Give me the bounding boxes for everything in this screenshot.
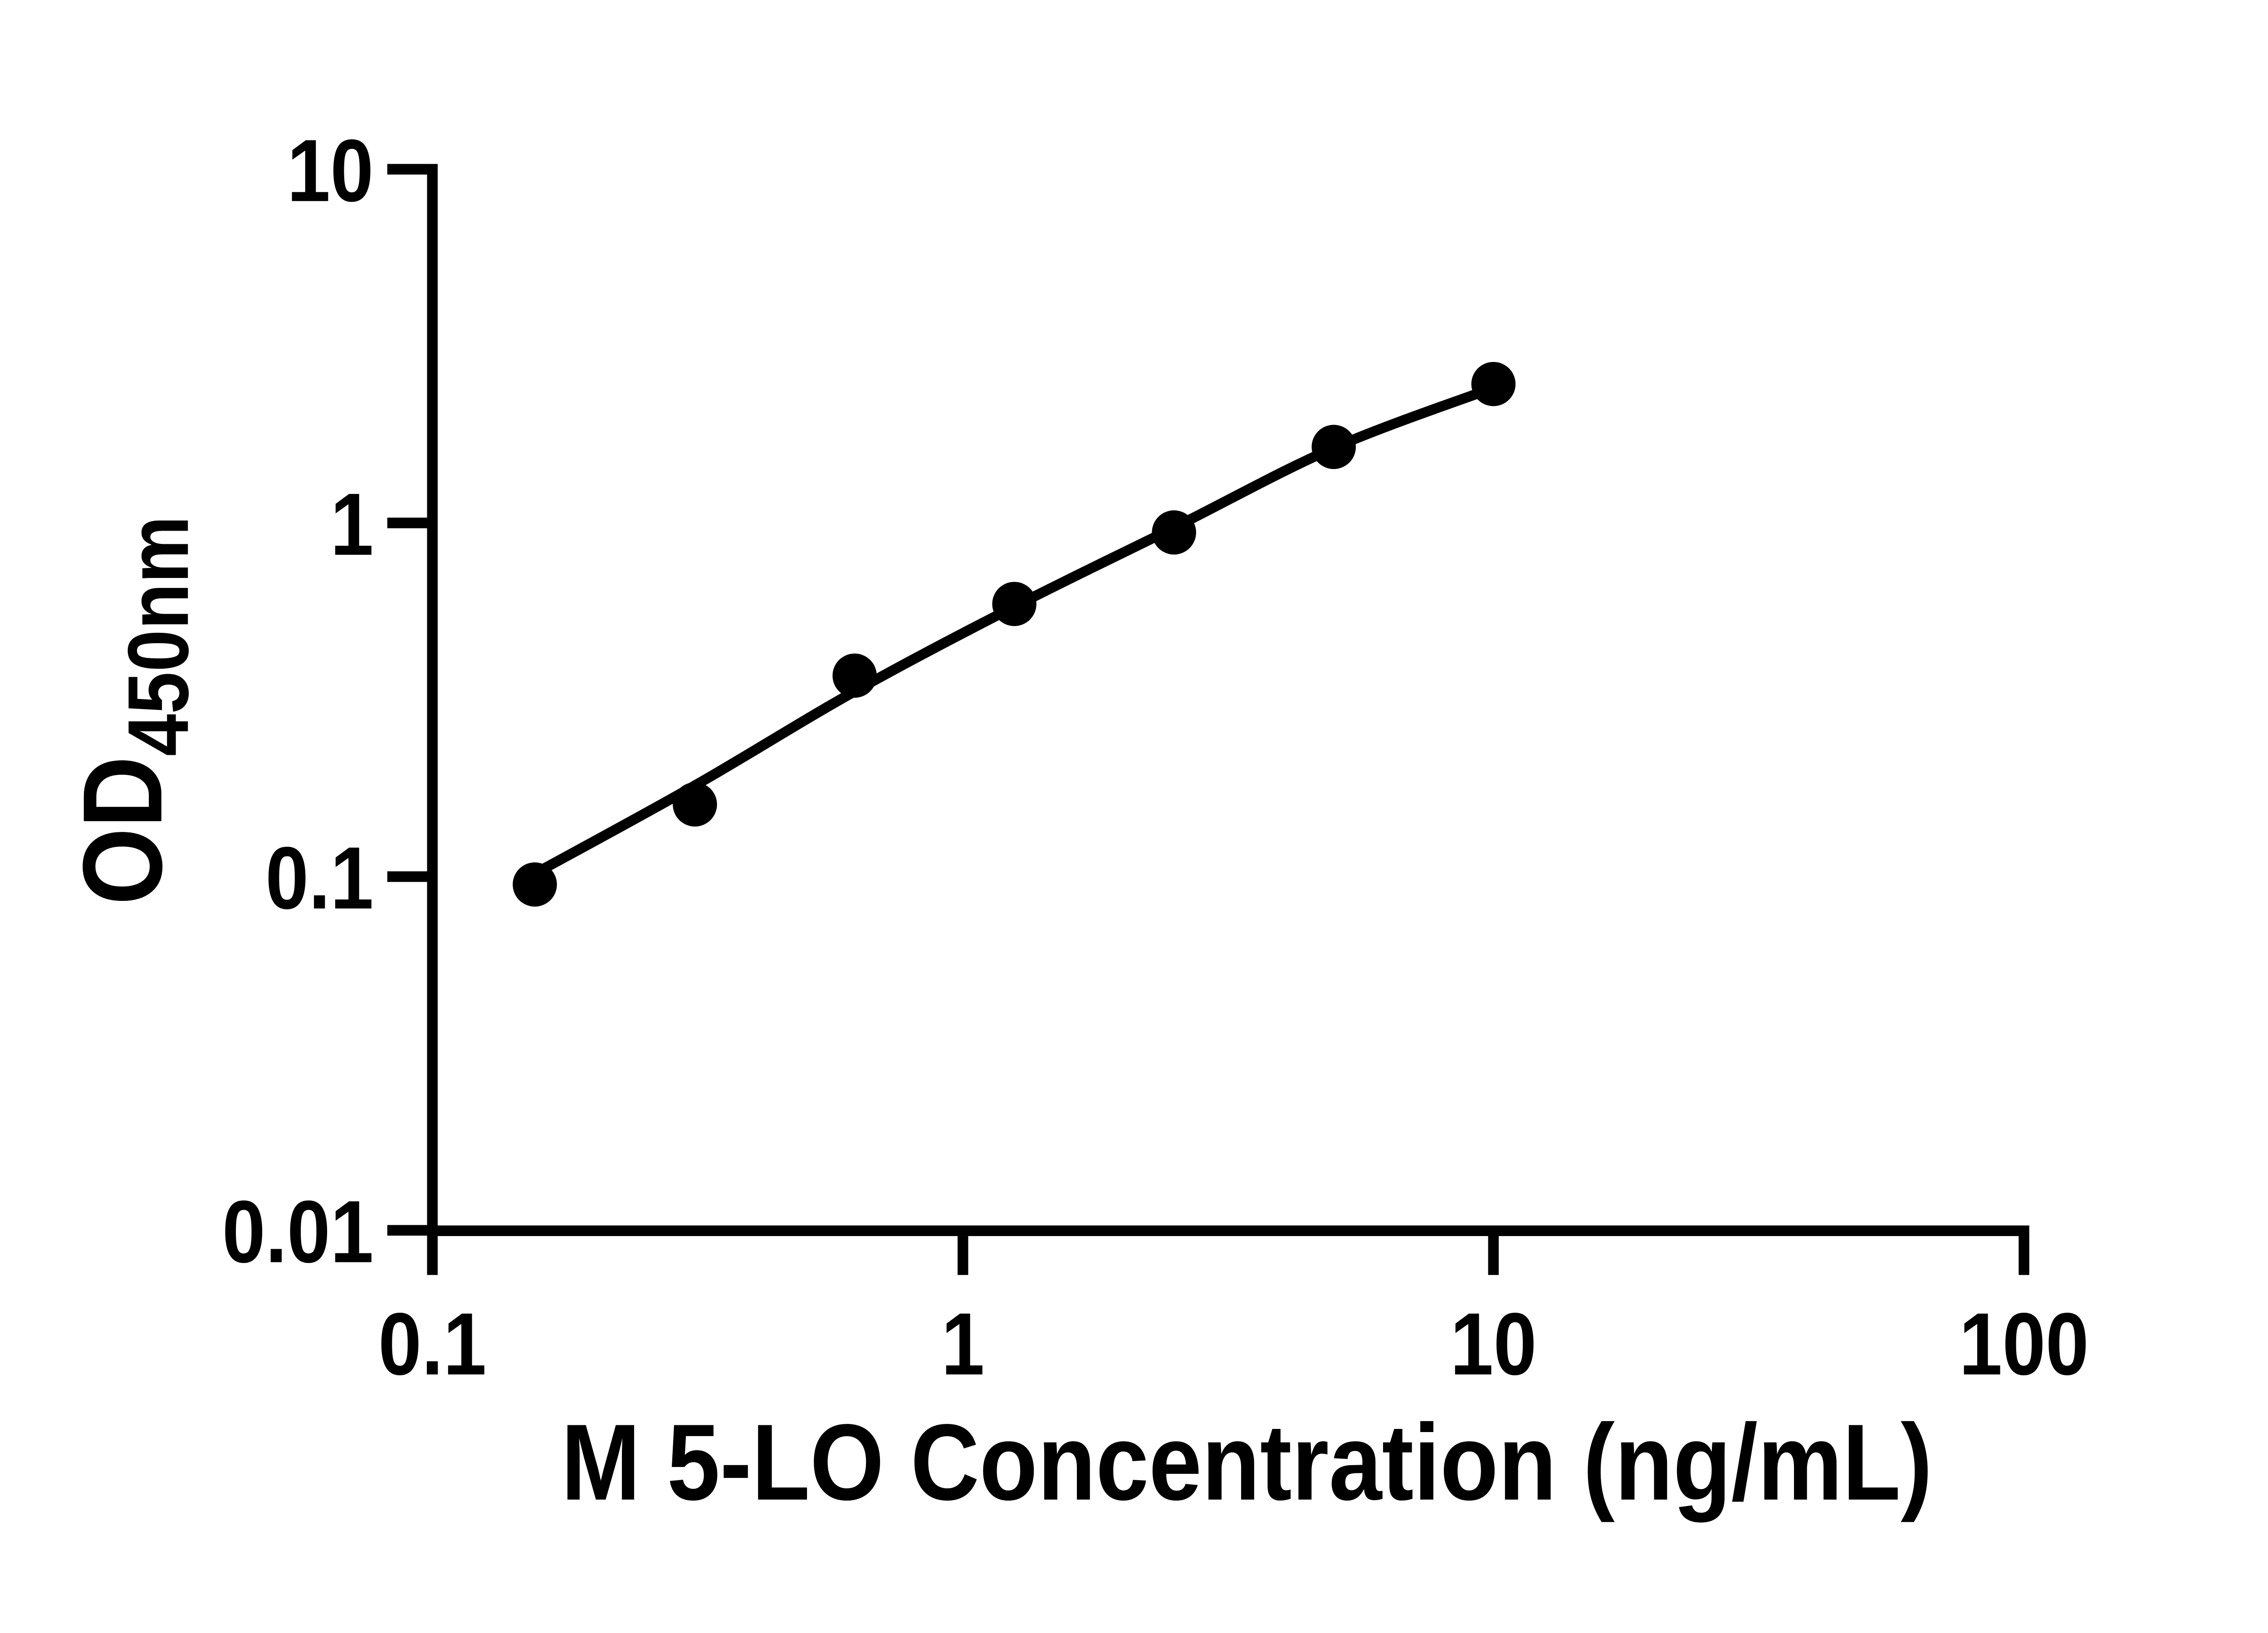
y-axis-title: OD450nm [59, 516, 206, 905]
y-tick-0.01 [387, 1225, 427, 1236]
x-tick-0.1 [427, 1236, 438, 1275]
y-tick-10 [387, 164, 427, 175]
x-axis-line [427, 1225, 2029, 1236]
y-tick-label-0.1: 0.1 [265, 828, 373, 927]
data-point [1471, 362, 1516, 406]
x-tick-100 [2019, 1236, 2029, 1275]
y-tick-0.1 [387, 871, 427, 882]
data-point [673, 782, 717, 827]
x-tick-10 [1488, 1236, 1499, 1275]
data-point [992, 582, 1036, 626]
x-tick-label-1: 1 [941, 1295, 984, 1393]
y-axis-title-subscript: 450nm [110, 516, 206, 756]
x-tick-label-10: 10 [1450, 1295, 1537, 1393]
data-point [832, 653, 877, 698]
y-tick-1 [387, 518, 427, 528]
x-tick-label-0.1: 0.1 [378, 1295, 486, 1393]
x-tick-1 [958, 1236, 968, 1275]
data-point [1311, 425, 1356, 469]
y-tick-label-1: 1 [330, 475, 373, 574]
data-point [1152, 510, 1196, 555]
y-tick-label-10: 10 [287, 121, 374, 220]
x-tick-label-100: 100 [1959, 1295, 2089, 1393]
y-tick-label-0.01: 0.01 [222, 1182, 374, 1281]
x-axis-title: M 5-LO Concentration (ng/mL) [561, 1401, 1932, 1523]
data-plot-layer [513, 362, 1516, 907]
y-axis-line [427, 164, 438, 1236]
y-axis-title-main: OD [59, 756, 186, 905]
data-point [513, 862, 557, 907]
